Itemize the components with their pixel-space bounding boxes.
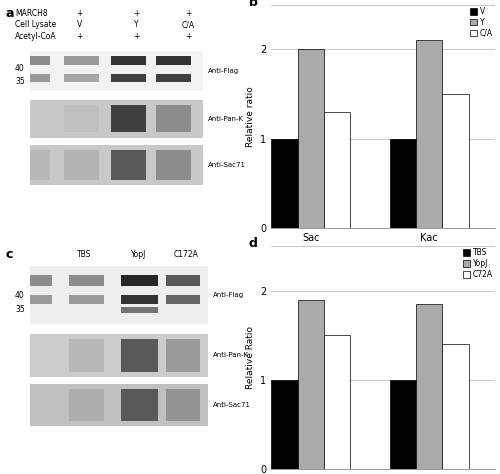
Bar: [271, 380, 297, 469]
FancyBboxPatch shape: [166, 275, 200, 286]
Text: Cell Lysate: Cell Lysate: [15, 20, 56, 29]
Legend: TBS, YopJ, C72A: TBS, YopJ, C72A: [462, 247, 494, 280]
FancyBboxPatch shape: [156, 56, 190, 65]
Text: Acetyl-CoA: Acetyl-CoA: [15, 31, 56, 40]
FancyBboxPatch shape: [122, 389, 158, 421]
Text: Anti-Sac71: Anti-Sac71: [213, 402, 251, 408]
FancyBboxPatch shape: [30, 100, 203, 137]
FancyBboxPatch shape: [166, 339, 200, 372]
Text: 35: 35: [15, 305, 25, 314]
Text: Anti-Pan-K: Anti-Pan-K: [208, 116, 244, 122]
Bar: [298, 49, 324, 228]
Bar: [442, 344, 468, 469]
Text: Anti-Sac71: Anti-Sac71: [208, 162, 246, 168]
Text: +: +: [133, 9, 140, 18]
Legend: V, Y, C/A: V, Y, C/A: [470, 6, 494, 38]
FancyBboxPatch shape: [122, 307, 158, 313]
Bar: [442, 94, 468, 228]
FancyBboxPatch shape: [122, 275, 158, 286]
Text: +: +: [185, 31, 191, 40]
FancyBboxPatch shape: [156, 150, 190, 180]
FancyBboxPatch shape: [70, 339, 104, 372]
FancyBboxPatch shape: [122, 295, 158, 304]
Text: Anti-Flag: Anti-Flag: [208, 68, 239, 73]
FancyBboxPatch shape: [70, 275, 104, 286]
Text: +: +: [133, 31, 140, 40]
FancyBboxPatch shape: [156, 105, 190, 132]
FancyBboxPatch shape: [112, 73, 146, 82]
FancyBboxPatch shape: [70, 389, 104, 421]
Text: d: d: [249, 237, 258, 250]
Text: Y: Y: [134, 20, 138, 29]
Text: 40: 40: [15, 64, 25, 73]
Text: a: a: [5, 7, 14, 20]
FancyBboxPatch shape: [30, 384, 208, 426]
FancyBboxPatch shape: [30, 146, 203, 184]
Bar: [416, 40, 442, 228]
Text: C172A: C172A: [173, 250, 198, 259]
Text: 35: 35: [15, 77, 25, 86]
Text: C/A: C/A: [182, 20, 194, 29]
Text: +: +: [185, 9, 191, 18]
FancyBboxPatch shape: [30, 51, 203, 91]
Text: V: V: [76, 20, 82, 29]
Y-axis label: Relative Ratio: Relative Ratio: [246, 326, 254, 389]
FancyBboxPatch shape: [64, 105, 99, 132]
FancyBboxPatch shape: [112, 56, 146, 65]
FancyBboxPatch shape: [30, 334, 208, 376]
Bar: [298, 300, 324, 469]
FancyBboxPatch shape: [30, 73, 50, 82]
FancyBboxPatch shape: [64, 73, 99, 82]
Text: YopJ: YopJ: [131, 250, 146, 259]
FancyBboxPatch shape: [112, 150, 146, 180]
FancyBboxPatch shape: [156, 73, 190, 82]
Text: +: +: [76, 31, 82, 40]
FancyBboxPatch shape: [30, 275, 52, 286]
Text: Anti-Flag: Anti-Flag: [213, 292, 244, 298]
Y-axis label: Relative ratio: Relative ratio: [246, 86, 254, 147]
Text: Anti-Pan-K: Anti-Pan-K: [213, 352, 249, 358]
Bar: [324, 112, 350, 228]
FancyBboxPatch shape: [112, 105, 146, 132]
FancyBboxPatch shape: [166, 295, 200, 304]
Bar: [271, 139, 297, 228]
FancyBboxPatch shape: [30, 150, 50, 180]
FancyBboxPatch shape: [30, 266, 208, 324]
FancyBboxPatch shape: [122, 339, 158, 372]
FancyBboxPatch shape: [30, 295, 52, 304]
Text: TBS: TBS: [77, 250, 92, 259]
FancyBboxPatch shape: [30, 56, 50, 65]
Text: 40: 40: [15, 291, 25, 300]
FancyBboxPatch shape: [64, 56, 99, 65]
Bar: [416, 304, 442, 469]
FancyBboxPatch shape: [166, 389, 200, 421]
FancyBboxPatch shape: [70, 295, 104, 304]
Text: b: b: [249, 0, 258, 9]
Bar: [390, 380, 416, 469]
Bar: [390, 139, 416, 228]
Text: MARCH8: MARCH8: [15, 9, 48, 18]
Text: c: c: [5, 248, 12, 261]
Text: +: +: [76, 9, 82, 18]
FancyBboxPatch shape: [64, 150, 99, 180]
Bar: [324, 335, 350, 469]
